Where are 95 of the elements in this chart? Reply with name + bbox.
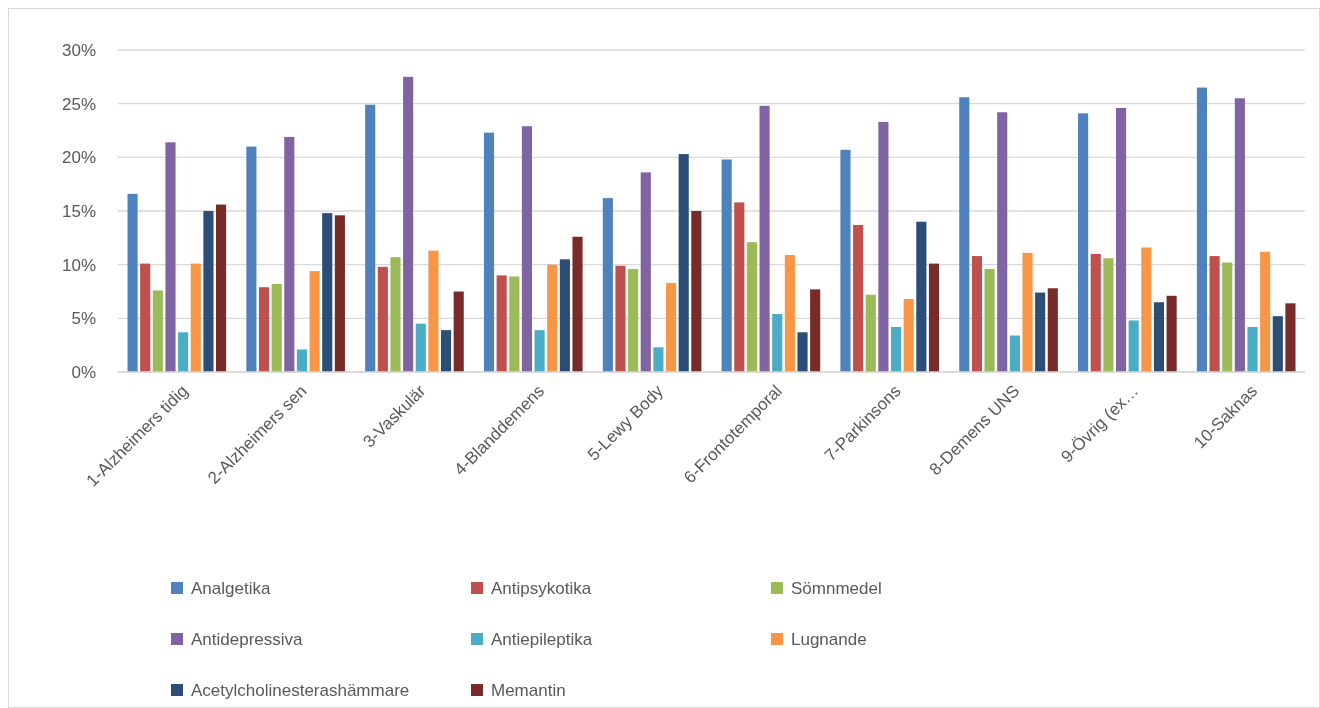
legend-label: Acetylcholinesterashämmare	[191, 680, 410, 700]
bar	[840, 149, 851, 372]
bar	[615, 265, 626, 372]
bar	[853, 224, 864, 372]
bar	[547, 264, 558, 372]
bar	[127, 193, 138, 372]
bar	[997, 112, 1008, 372]
bar	[797, 332, 808, 372]
bar	[1260, 251, 1271, 372]
y-tick-label: 0%	[71, 362, 96, 382]
bar	[903, 299, 914, 372]
bar	[721, 159, 732, 372]
bar	[653, 347, 664, 372]
bar	[971, 256, 982, 372]
bar	[377, 266, 388, 372]
bar	[365, 104, 376, 372]
bar	[1209, 256, 1220, 372]
bar	[246, 146, 257, 372]
bar	[271, 283, 282, 372]
bar	[984, 268, 995, 372]
bar	[1196, 87, 1207, 372]
legend-label: Sömnmedel	[791, 578, 882, 598]
bar	[572, 236, 583, 372]
bar	[415, 323, 426, 372]
bar	[521, 126, 533, 372]
bar	[1247, 326, 1258, 372]
bar	[1272, 316, 1283, 372]
legend-label: Memantin	[491, 680, 566, 700]
bar	[534, 330, 545, 372]
legend-label: Antipsykotika	[491, 578, 592, 598]
bar	[453, 291, 464, 372]
bar	[666, 282, 677, 372]
bar	[496, 275, 507, 372]
bar	[678, 154, 689, 372]
bar	[1234, 98, 1245, 372]
bar	[178, 332, 189, 372]
bar	[441, 330, 452, 372]
bar	[203, 211, 214, 372]
bar	[296, 349, 308, 372]
bar	[928, 263, 940, 372]
bar	[140, 263, 151, 372]
bar	[1022, 252, 1033, 372]
legend-label: Analgetika	[191, 578, 271, 598]
bar	[428, 250, 439, 372]
bar	[1103, 258, 1114, 372]
bar	[759, 105, 770, 372]
bar	[916, 221, 927, 372]
y-tick-label: 20%	[61, 148, 96, 168]
legend-label: Lugnande	[791, 629, 867, 649]
bar	[865, 294, 876, 372]
bar	[628, 268, 639, 372]
y-tick-label: 15%	[61, 201, 96, 221]
bar	[1115, 107, 1127, 372]
y-tick-label: 10%	[61, 255, 96, 275]
bar	[784, 255, 795, 372]
bar	[1166, 295, 1177, 372]
bar	[602, 198, 613, 372]
bar	[483, 132, 495, 372]
bar	[746, 242, 757, 372]
bar	[1285, 303, 1296, 372]
bar	[691, 211, 702, 372]
bar	[1090, 253, 1101, 372]
bar	[1153, 302, 1165, 372]
bar	[810, 289, 821, 372]
bar	[190, 263, 201, 372]
bar	[509, 276, 520, 372]
bar	[1035, 292, 1046, 372]
bar	[878, 121, 889, 372]
bar	[1047, 288, 1058, 372]
bar	[390, 257, 401, 372]
bar	[1009, 335, 1020, 372]
bar	[165, 142, 176, 372]
bar	[1128, 320, 1139, 372]
bar	[403, 76, 414, 372]
bar	[334, 215, 345, 372]
bar	[1141, 247, 1152, 372]
y-tick-label: 25%	[61, 94, 96, 114]
bar	[734, 202, 745, 372]
bar	[216, 204, 227, 372]
bar	[640, 172, 651, 372]
bar	[1222, 262, 1233, 372]
bar	[258, 287, 270, 372]
legend-label: Antiepileptika	[491, 629, 593, 649]
bar	[559, 259, 570, 372]
bar	[959, 97, 970, 372]
bar	[1078, 113, 1089, 372]
bar	[309, 271, 320, 372]
bar	[284, 136, 295, 372]
bar	[322, 213, 333, 372]
legend-label: Antidepressiva	[191, 629, 304, 649]
bar	[890, 326, 902, 372]
bar	[152, 290, 163, 372]
y-tick-label: 5%	[71, 309, 96, 329]
y-tick-label: 30%	[61, 40, 96, 60]
bar	[772, 314, 783, 372]
